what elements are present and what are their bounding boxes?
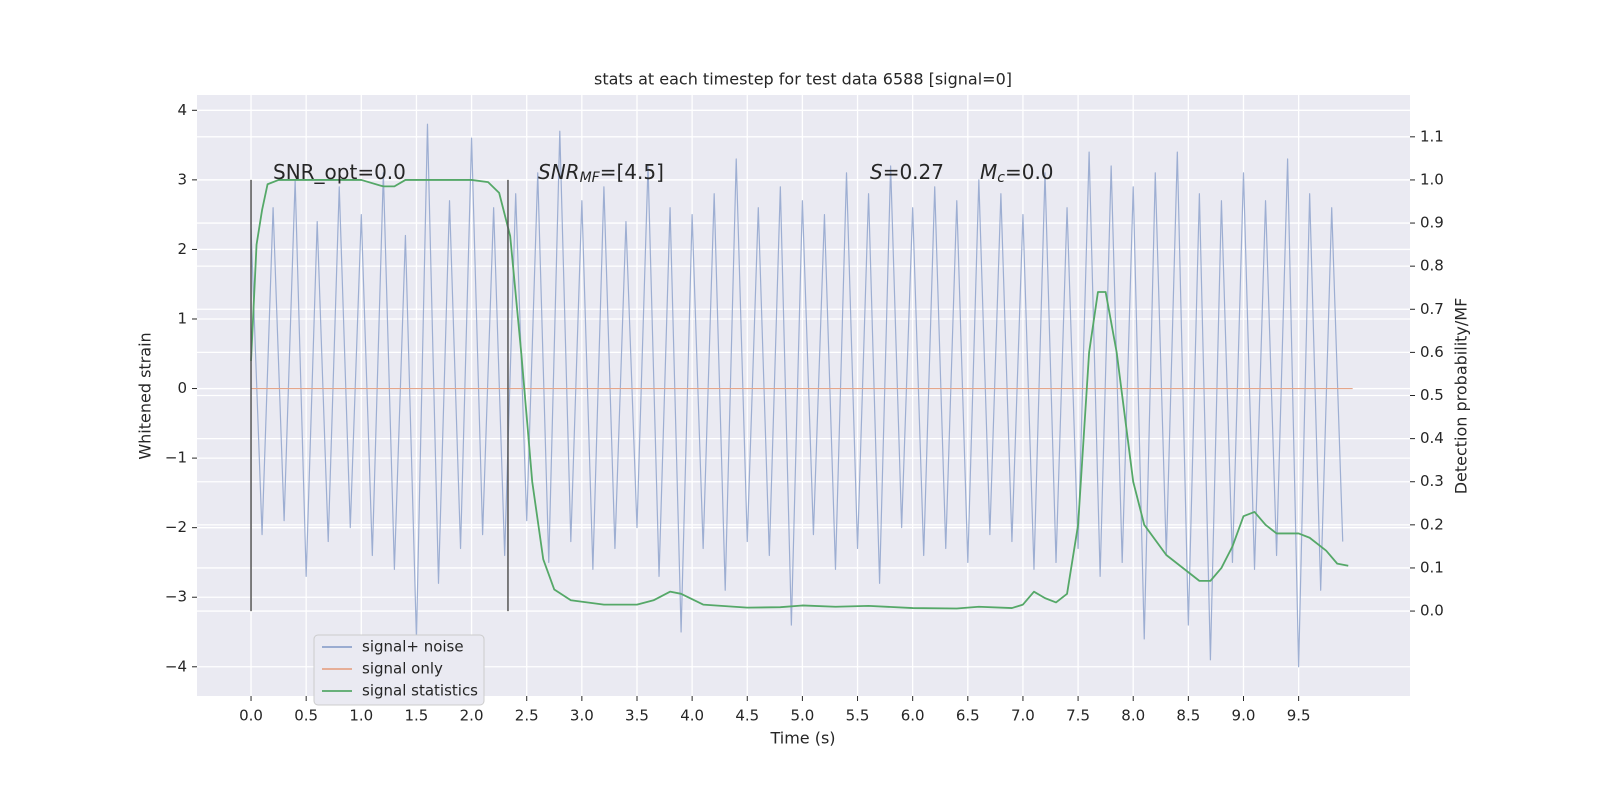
x-tick-label: 1.5 [405,707,429,725]
x-tick-label: 0.5 [294,707,318,725]
y-tick-label: −1 [165,449,187,467]
legend-label: signal only [362,660,443,678]
annotation: Mc=0.0 [980,160,1054,187]
y2-tick-label: 0.5 [1420,386,1444,404]
y-tick-label: −3 [165,588,187,606]
y-tick-label: −4 [165,657,187,675]
annotation-part: SNR [538,160,580,184]
annotation: SNR_opt=0.0 [273,160,406,184]
y-tick-label: 1 [177,309,187,327]
x-tick-label: 2.5 [515,707,539,725]
x-tick-label: 6.0 [901,707,925,725]
x-tick-label: 9.5 [1287,707,1311,725]
x-tick-label: 1.0 [349,707,373,725]
annotation-sub: MF [580,170,601,186]
x-tick-label: 3.5 [625,707,649,725]
y2-tick-label: 1.1 [1420,127,1444,145]
annotation-part: =0.27 [883,160,944,184]
y-tick-label: 0 [177,379,187,397]
y-tick-label: 4 [177,101,187,119]
y2-tick-label: 0.1 [1420,558,1444,576]
y2-tick-label: 0.9 [1420,214,1444,232]
annotation-part: =[4.5] [600,160,664,184]
y-tick-label: 2 [177,240,187,258]
x-tick-label: 5.5 [846,707,870,725]
annotation-sub: c [997,170,1005,186]
y2-tick-label: 0.6 [1420,343,1444,361]
x-tick-label: 3.0 [570,707,594,725]
annotation: S=0.27 [870,160,944,184]
x-tick-label: 5.0 [790,707,814,725]
annotation-part: S [870,160,883,184]
annotation-part: =0.0 [1005,160,1054,184]
x-tick-label: 7.5 [1066,707,1090,725]
legend: signal+ noise signal only signal statistic… [313,634,485,706]
legend-box [313,634,485,706]
y2-tick-label: 1.0 [1420,170,1444,188]
x-tick-label: 8.5 [1176,707,1200,725]
y-tick-label: 3 [177,170,187,188]
y2-tick-label: 0.8 [1420,257,1444,275]
x-tick-label: 8.0 [1121,707,1145,725]
y2-axis-label: Detection probability/MF [1452,298,1471,495]
x-tick-label: 4.5 [735,707,759,725]
x-tick-label: 9.0 [1232,707,1256,725]
series-line [250,179,1349,610]
legend-label: signal+ noise [362,638,464,656]
y-tick-label: −2 [165,518,187,536]
x-tick-label: 2.0 [460,707,484,725]
y2-tick-label: 0.2 [1420,515,1444,533]
annotation: SNRMF=[4.5] [538,160,664,187]
series-line [250,123,1344,668]
x-tick-label: 7.0 [1011,707,1035,725]
y2-tick-label: 0.4 [1420,429,1444,447]
annotation-part: SNR_opt=0.0 [273,160,406,184]
y-axis-label: Whitened strain [136,332,155,459]
y2-tick-label: 0.3 [1420,472,1444,490]
y2-tick-label: 0.7 [1420,300,1444,318]
y2-tick-label: 0.0 [1420,602,1444,620]
legend-label: signal statistics [362,682,478,700]
x-tick-label: 4.0 [680,707,704,725]
x-tick-label: 0.0 [239,707,263,725]
chart-title: stats at each timestep for test data 658… [594,70,1012,89]
annotation-part: M [980,160,997,184]
x-tick-label: 6.5 [956,707,980,725]
x-axis-label: Time (s) [769,729,835,748]
